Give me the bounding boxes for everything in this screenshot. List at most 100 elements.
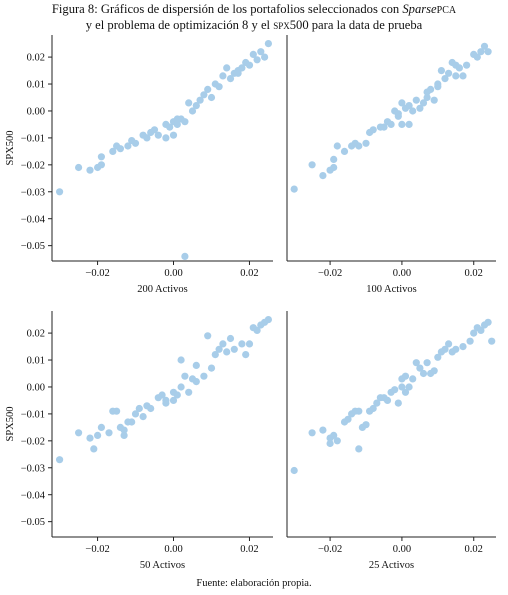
scatter-point [173,120,181,128]
scatter-point [75,429,83,437]
scatter-point [56,188,64,196]
x-tick-label: 0.00 [164,544,182,555]
scatter-point [86,166,94,174]
y-tick-label: −0.03 [21,463,45,474]
y-tick-label: −0.02 [21,160,45,171]
y-tick-label: 0.02 [27,329,45,340]
scatter-point [409,107,417,115]
scatter-point [94,431,102,439]
scatter-point [242,351,250,359]
scatter-point [162,134,170,142]
scatter-point [355,142,363,150]
scatter-point [452,72,460,80]
scatter-point [249,50,257,59]
scatter-point [215,83,223,91]
x-tick-label: 0.02 [240,544,258,555]
y-axis-label: SPX500 [5,130,16,165]
scatter-point [412,96,420,104]
scatter-point [143,134,151,142]
scatter-point [434,83,442,91]
scatter-point [154,131,162,139]
scatter-point [380,123,388,131]
scatter-point [391,386,399,394]
scatter-point [340,147,349,155]
scatter-point [219,340,227,348]
scatter-point [257,48,265,56]
scatter-point [398,383,406,391]
y-tick-label: 0.00 [27,107,45,118]
scatter-point [355,407,363,415]
scatter-point [387,120,395,128]
scatter-point [394,112,402,120]
scatter-point [177,356,185,364]
scatter-point [383,396,392,404]
scatter-point [373,399,381,407]
scatter-point [147,404,155,413]
caption-method-sc: PCA [436,5,457,16]
scatter-point [128,418,136,426]
scatter-point [162,399,170,407]
scatter-point [139,413,147,421]
scatter-point [196,96,204,104]
scatter-point [333,142,341,150]
y-tick-label: −0.02 [21,436,45,447]
scatter-point [416,104,424,112]
scatter-point [326,439,334,448]
source-note: Fuente: elaboración propia. [196,578,312,589]
scatter-point [473,53,481,61]
caption-index-sc: spx [273,18,290,32]
caption-prefix: Figura 8: [51,2,98,16]
x-tick-label: 0.02 [465,544,483,555]
scatter-point [166,123,174,131]
scatter-point [423,88,431,96]
scatter-point [90,445,98,453]
scatter-point [419,369,428,378]
scatter-point [441,75,449,83]
x-axis-label: 200 Activos [137,284,187,295]
y-tick-label: 0.01 [27,80,45,91]
scatter-point [223,64,231,72]
x-tick-label: −0.02 [318,268,342,279]
y-tick-label: 0.01 [27,356,45,367]
x-tick-label: 0.02 [465,268,483,279]
scatter-point [362,139,370,147]
scatter-point [466,337,474,345]
scatter-point [488,337,496,345]
scatter-point [113,407,121,415]
scatter-point [445,69,453,77]
scatter-point [230,345,238,353]
scatter-point [207,364,216,372]
scatter-point [97,423,105,431]
scatter-point [330,431,338,439]
scatter-point [394,399,402,407]
caption-line-1: Figura 8: Gráficos de dispersión de los … [0,2,508,18]
scatter-point [484,48,492,56]
caption-line-2: y el problema de optimización 8 y el spx… [0,18,508,33]
scatter-point [75,163,83,172]
scatter-point [219,72,227,80]
scatter-point [97,161,105,169]
scatter-point [477,326,485,334]
scatter-point [124,142,132,150]
scatter-point [308,161,316,169]
scatter-point [173,391,181,399]
scatter-point [480,42,489,50]
scatter-point [430,367,438,375]
scatter-point [398,120,406,128]
scatter-point [264,316,272,324]
x-tick-label: 0.00 [164,268,182,279]
scatter-point [211,351,219,359]
scatter-point [200,91,208,99]
scatter-point [470,329,478,337]
scatter-point [238,340,246,348]
scatter-point [308,429,316,437]
scatter-point [158,391,166,399]
scatter-point [330,155,338,163]
scatter-point [261,53,269,61]
y-tick-label: −0.01 [21,409,45,420]
scatter-point [86,434,94,442]
x-tick-label: 0.00 [393,268,411,279]
scatter-point [109,147,117,155]
scatter-panel-1: −0.02 0.00 0.02 0.02 0.01 0.00 −0.01 −0.02 −0.03… [5,35,273,295]
scatter-point [319,426,327,434]
